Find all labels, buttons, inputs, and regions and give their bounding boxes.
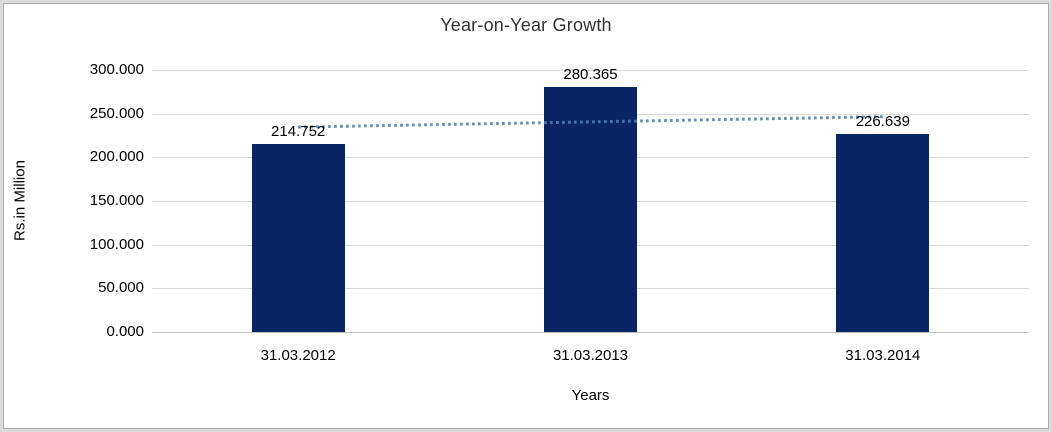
y-tick-label: 50.000 (98, 279, 144, 297)
x-axis-line (152, 332, 1029, 333)
chart-canvas: Year-on-Year Growth Rs.in Million 0.000 5… (3, 3, 1049, 429)
y-axis-title: Rs.in Million (11, 160, 29, 241)
chart-title: Year-on-Year Growth (440, 15, 612, 35)
y-tick-label: 250.000 (89, 104, 144, 122)
bar-value-label: 226.639 (855, 113, 910, 131)
x-axis-title: Years (571, 387, 610, 404)
bar-value-label: 214.752 (271, 123, 326, 141)
x-tick-label: 31.03.2013 (552, 347, 629, 364)
x-tick-label: 31.03.2014 (845, 347, 921, 364)
bar (836, 134, 930, 332)
y-tick-label: 150.000 (89, 192, 144, 209)
x-tick-label: 31.03.2012 (260, 347, 336, 364)
plot-area (152, 70, 1029, 333)
y-tick-label: 0.000 (106, 323, 144, 340)
bar-value-label: 280.365 (563, 66, 618, 84)
y-tick-label: 300.000 (89, 61, 144, 78)
bar (544, 87, 637, 332)
trendline (298, 115, 883, 129)
y-tick-label: 100.000 (89, 235, 144, 253)
gridline (152, 70, 1029, 71)
y-tick-label: 200.000 (89, 148, 144, 166)
bar (251, 144, 345, 332)
